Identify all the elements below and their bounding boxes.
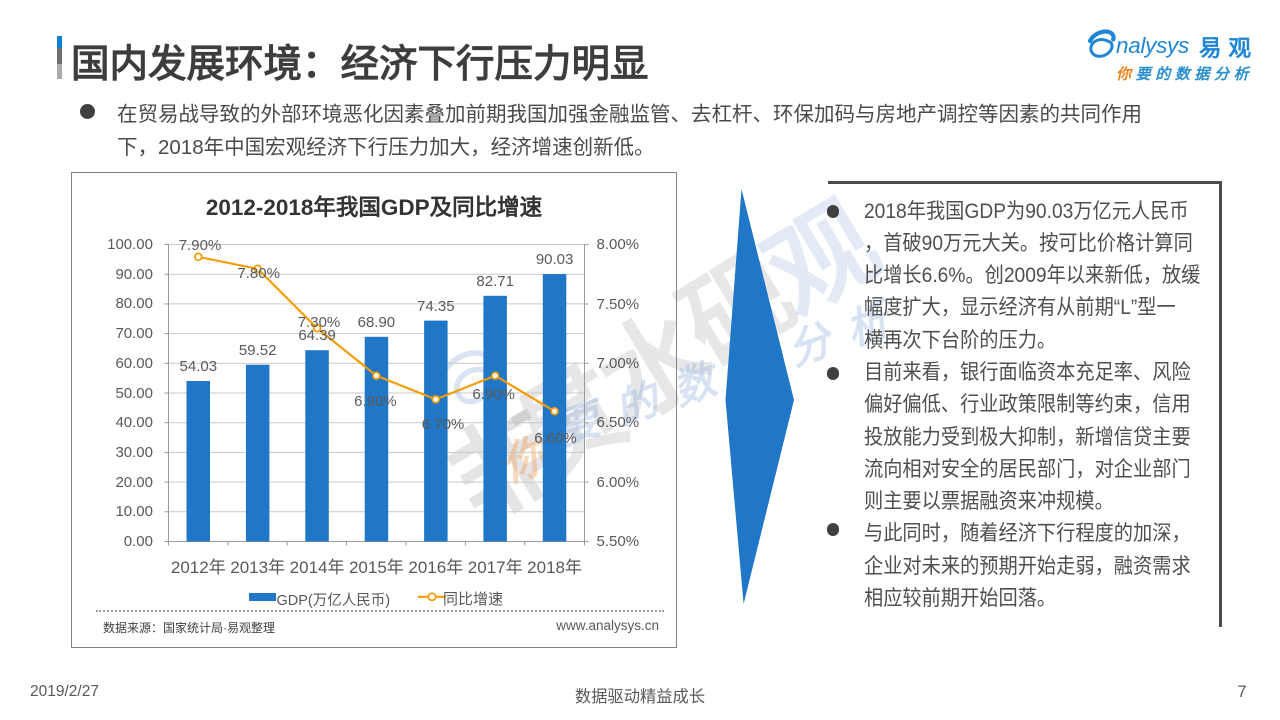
svg-text:nalysys: nalysys — [1116, 33, 1189, 58]
